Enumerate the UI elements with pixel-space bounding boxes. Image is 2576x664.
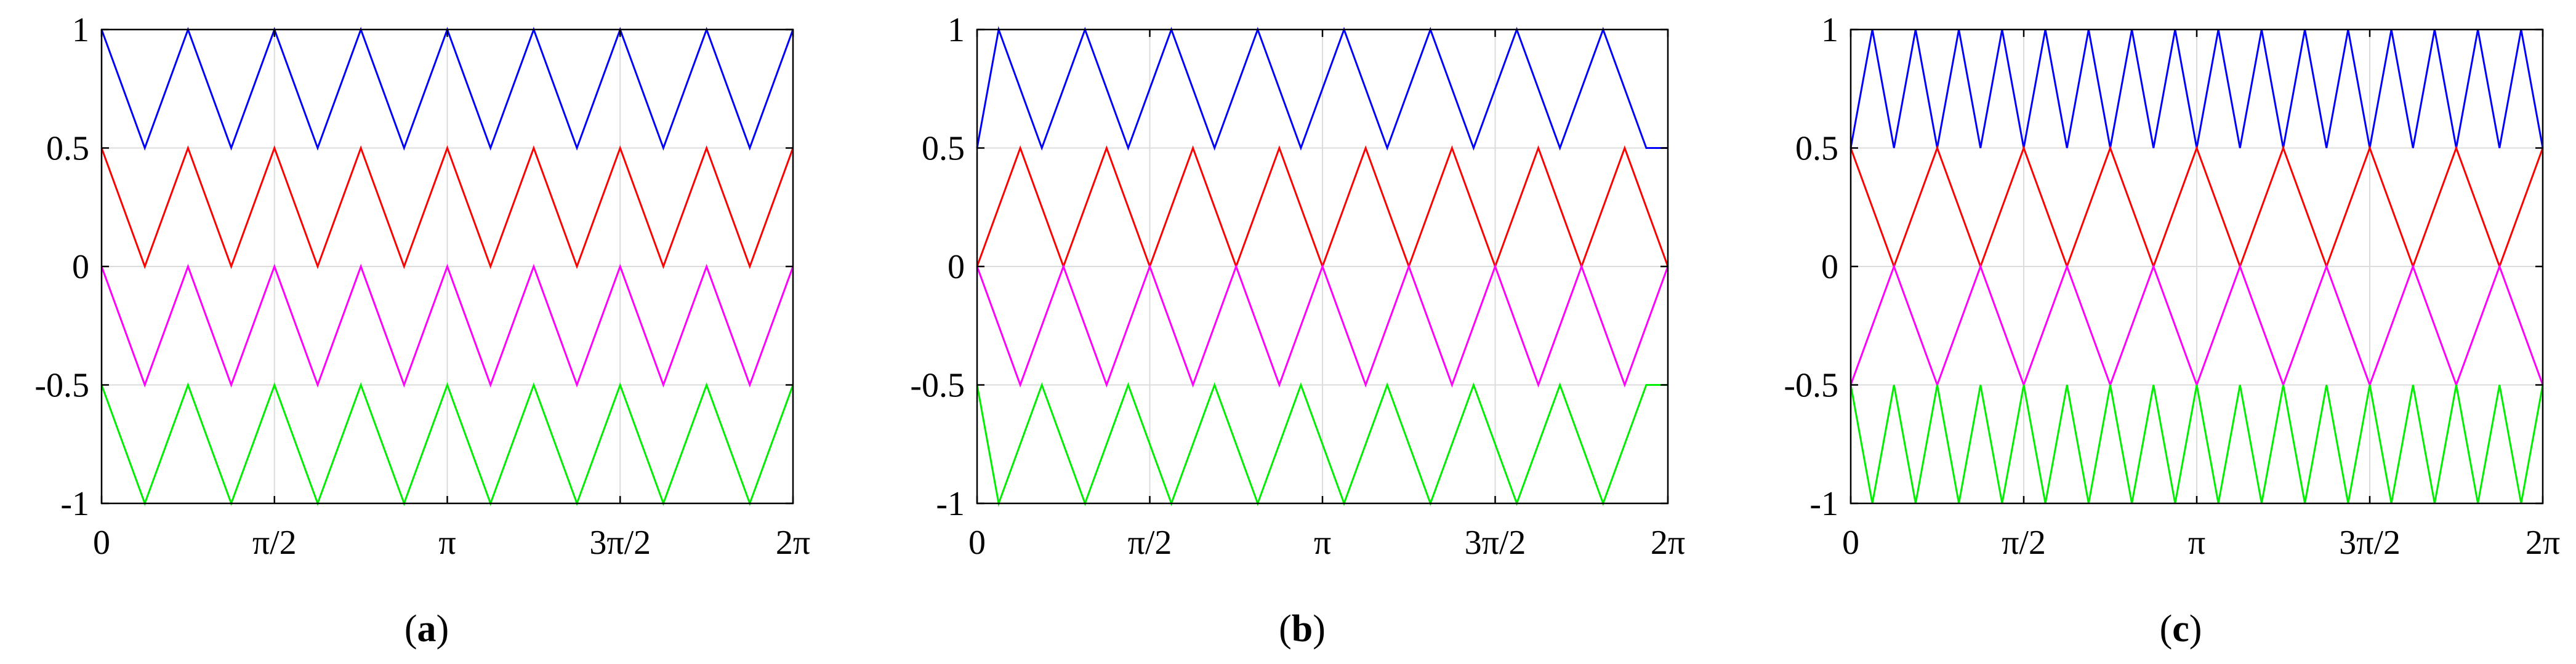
- y-tick-label: -1: [60, 485, 89, 523]
- caption-letter: b: [1292, 608, 1313, 650]
- y-tick-label: -0.5: [910, 367, 965, 405]
- y-tick-label: 1: [948, 11, 965, 49]
- caption-letter: a: [417, 608, 437, 650]
- y-tick-label: -1: [936, 485, 965, 523]
- series-line-3: [976, 263, 1669, 388]
- x-tick-label: 2π: [776, 524, 810, 562]
- panel-b: 0 π/2 π 3π/2 2π 1 0.5 0 -0.5 -1 (b): [910, 11, 1685, 650]
- series-line-3: [100, 263, 794, 388]
- x-tick-label: 3π/2: [2339, 524, 2401, 562]
- x-tick-label: π: [438, 524, 456, 562]
- y-tick-label: 0.5: [1795, 130, 1838, 168]
- x-tick-label: π: [1314, 524, 1331, 562]
- caption-close-paren: ): [1313, 608, 1326, 650]
- caption-close-paren: ): [437, 608, 449, 650]
- series-line-4: [1849, 385, 2544, 504]
- panel-caption: (c): [2160, 608, 2202, 650]
- x-tick-label: 3π/2: [1465, 524, 1526, 562]
- x-tick-label: π/2: [2002, 524, 2046, 562]
- y-tick-label: 0.5: [922, 130, 965, 168]
- panel-a: 0 π/2 π 3π/2 2π 1 0.5 0 -0.5 -1 (a): [34, 11, 810, 650]
- caption-open-paren: (: [405, 608, 417, 650]
- caption-open-paren: (: [1279, 608, 1292, 650]
- y-tick-label: -1: [1809, 485, 1838, 523]
- x-tick-label: π/2: [252, 524, 297, 562]
- x-tick-label: 2π: [2526, 524, 2560, 562]
- panel-caption: (b): [1279, 608, 1326, 650]
- panel-c: 0 π/2 π 3π/2 2π 1 0.5 0 -0.5 -1 (c): [1784, 11, 2560, 650]
- series-line-4: [976, 382, 1668, 507]
- y-tick-label: -0.5: [1784, 367, 1838, 405]
- series-line-1: [976, 26, 1668, 151]
- y-tick-label: -0.5: [34, 367, 89, 405]
- y-tick-label: 0: [1821, 248, 1838, 286]
- caption-close-paren: ): [2189, 608, 2202, 650]
- caption-open-paren: (: [2160, 608, 2173, 650]
- caption-letter: c: [2172, 608, 2189, 650]
- series-line-2: [100, 145, 794, 270]
- x-tick-label: 2π: [1651, 524, 1685, 562]
- panel-caption: (a): [405, 608, 449, 650]
- x-tick-label: 0: [93, 524, 110, 562]
- series-line-4: [100, 382, 794, 506]
- x-tick-label: 0: [968, 524, 986, 562]
- y-tick-label: 0.5: [46, 130, 89, 168]
- x-tick-label: π: [2188, 524, 2205, 562]
- y-tick-label: 1: [1821, 11, 1838, 49]
- x-tick-label: π/2: [1128, 524, 1172, 562]
- y-tick-label: 0: [72, 248, 89, 286]
- y-tick-label: 1: [72, 11, 89, 49]
- x-tick-label: 0: [1842, 524, 1859, 562]
- series-line-2: [1849, 145, 2544, 270]
- x-tick-label: 3π/2: [589, 524, 651, 562]
- y-tick-label: 0: [948, 248, 965, 286]
